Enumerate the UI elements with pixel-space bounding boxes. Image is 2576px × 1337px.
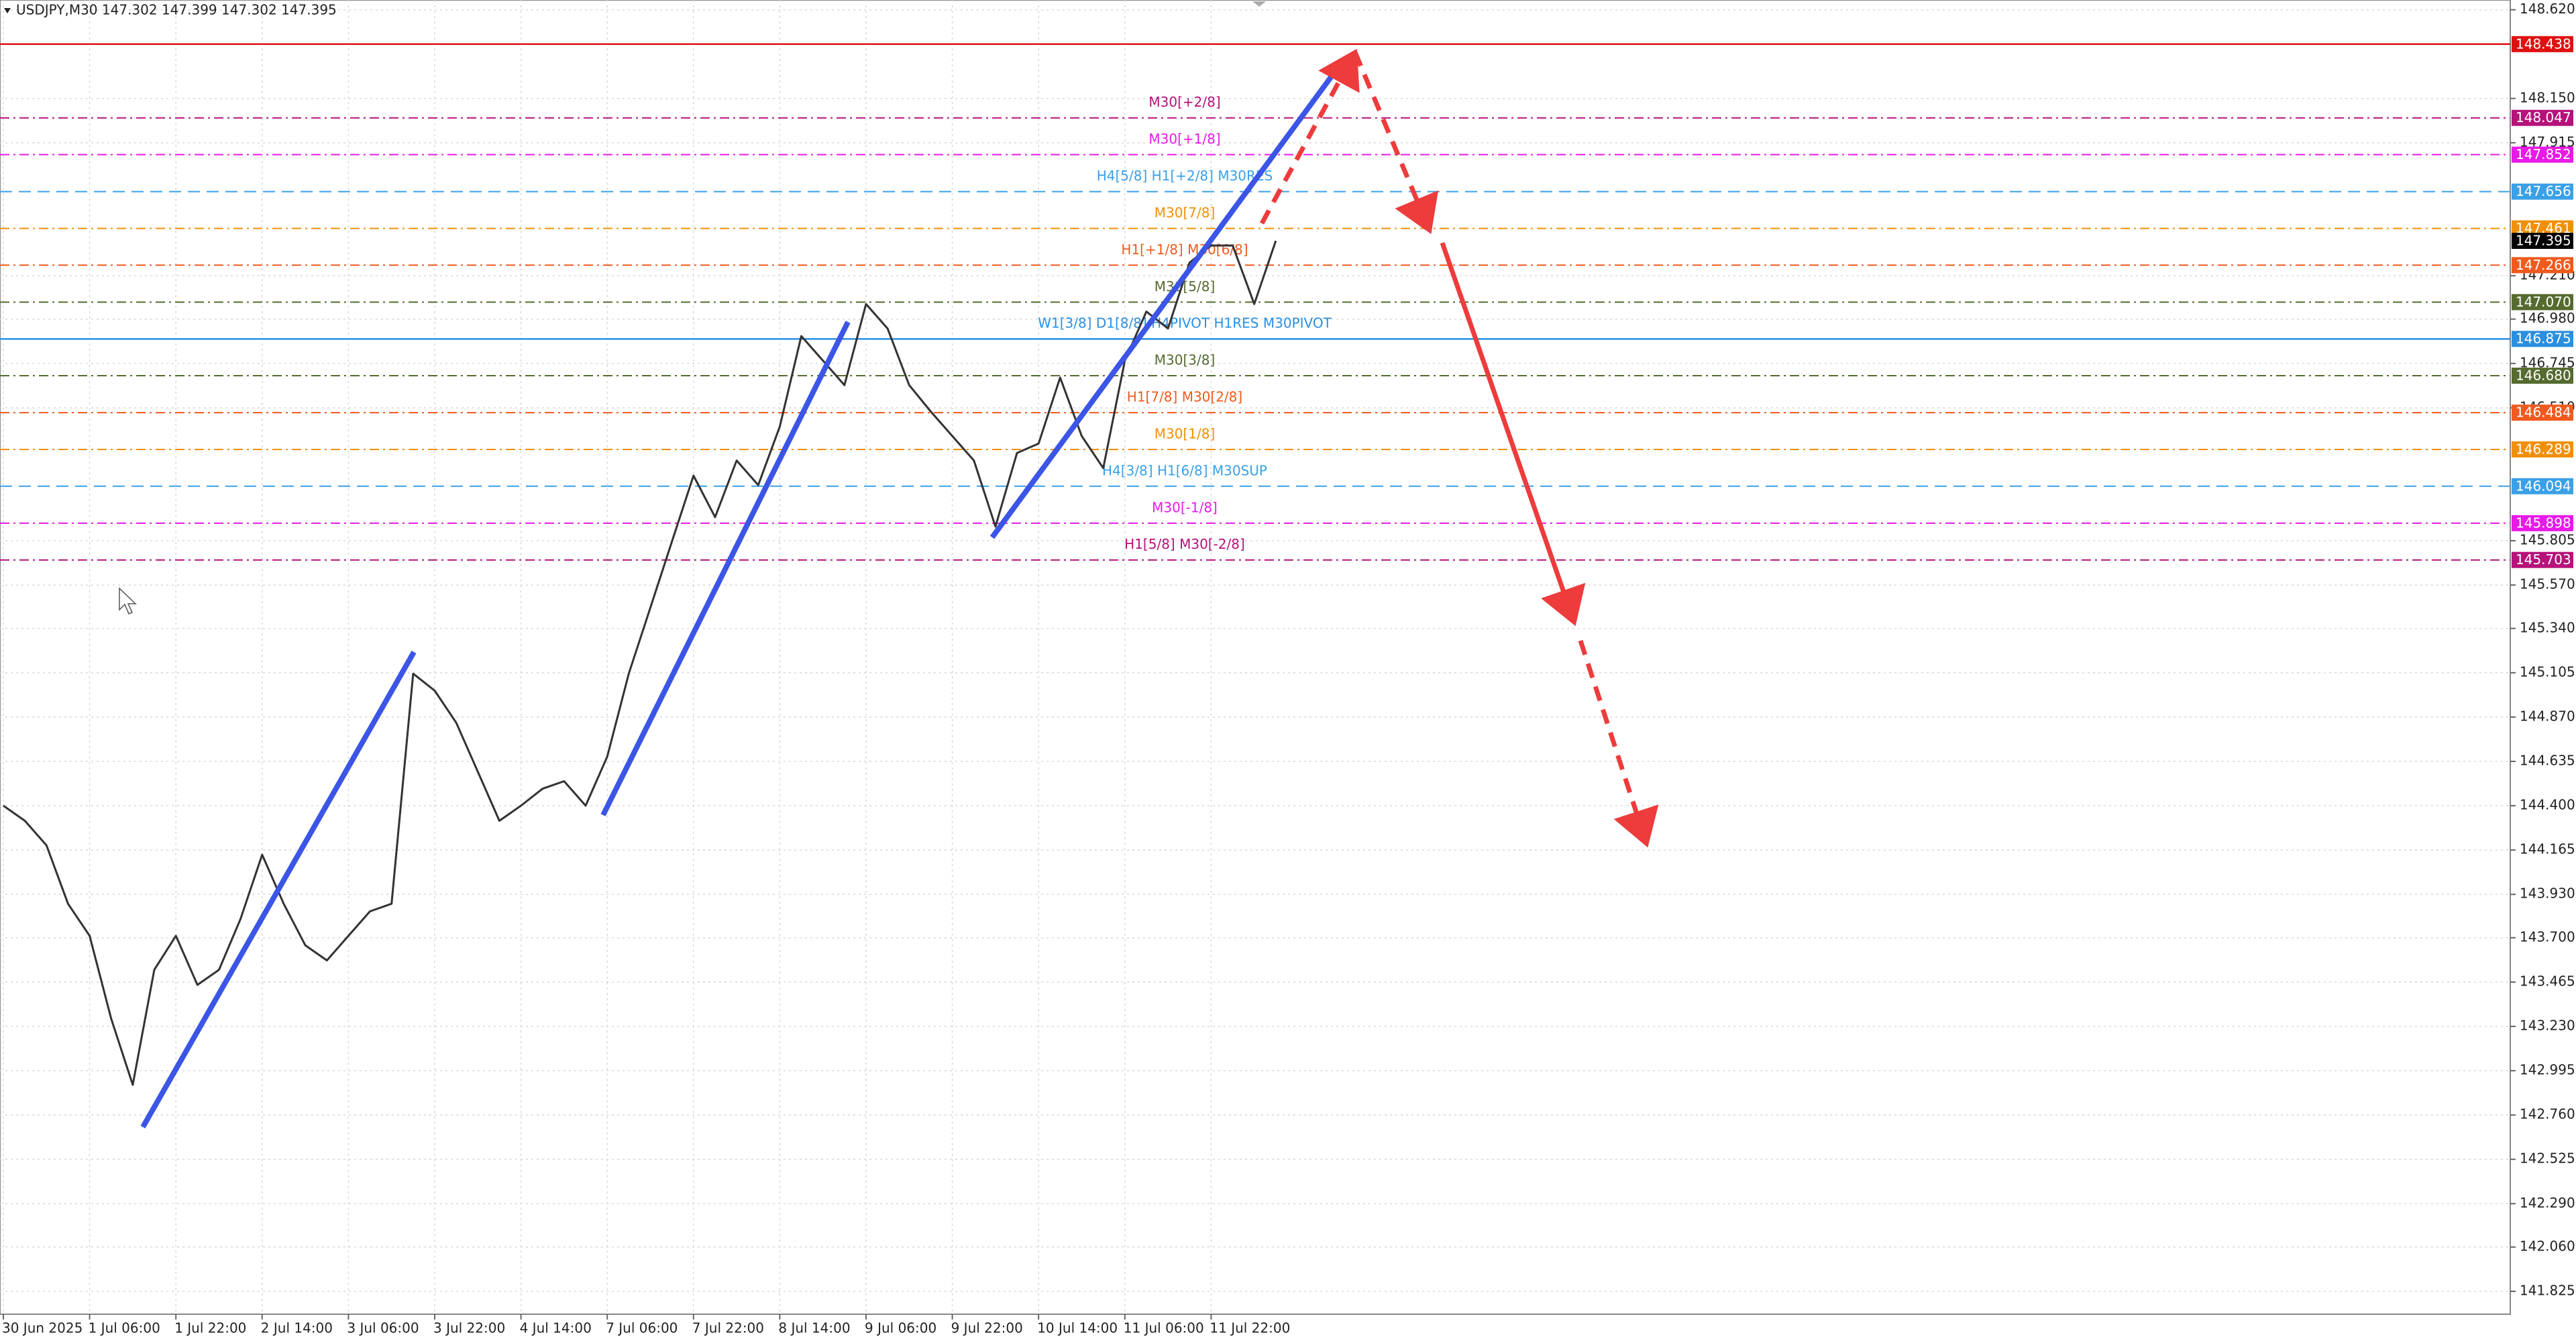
level-price-box <box>2512 405 2573 421</box>
y-tick-label: 142.525 <box>2520 1151 2575 1167</box>
level-price-label: 146.484 <box>2516 405 2571 421</box>
level-label: H4[5/8] H1[+2/8] M30RES <box>1097 168 1273 184</box>
y-tick-label: 143.465 <box>2520 973 2575 989</box>
x-tick-label: 4 Jul 14:00 <box>520 1320 592 1336</box>
level-price-box <box>2512 36 2573 52</box>
level-label: H1[+1/8] M30[6/8] <box>1121 242 1248 258</box>
level-price-box <box>2512 331 2573 347</box>
y-tick-label: 146.980 <box>2520 310 2575 326</box>
forecast-arrow <box>1259 48 1360 225</box>
current-price-label: 147.395 <box>2516 233 2571 249</box>
y-tick-label: 144.635 <box>2520 752 2575 768</box>
y-tick-label: 145.105 <box>2520 663 2575 680</box>
x-tick-label: 7 Jul 22:00 <box>692 1320 764 1336</box>
drawings <box>119 1 1659 1128</box>
level-price-label: 148.438 <box>2516 36 2571 52</box>
level-label: M30[-1/8] <box>1152 499 1218 515</box>
forecast-arrow <box>1352 51 1439 234</box>
level-price-box <box>2512 368 2573 384</box>
y-tick-label: 143.230 <box>2520 1017 2575 1033</box>
y-tick-label: 144.400 <box>2520 797 2575 813</box>
plot-area <box>0 0 2511 1315</box>
y-tick-label: 145.570 <box>2520 576 2575 592</box>
level-price-box <box>2512 515 2573 531</box>
level-price-label: 148.047 <box>2516 109 2571 125</box>
level-label: M30[5/8] <box>1155 278 1216 295</box>
level-price-box <box>2512 109 2573 126</box>
level-price-label: 147.070 <box>2516 294 2571 310</box>
x-tick-label: 30 Jun 2025 <box>2 1320 83 1336</box>
shift-marker <box>1252 1 1266 7</box>
x-tick-label: 1 Jul 06:00 <box>89 1320 160 1336</box>
level-label: M30[1/8] <box>1155 425 1216 441</box>
y-tick-label: 148.620 <box>2520 1 2575 17</box>
x-tick-label: 10 Jul 14:00 <box>1037 1320 1118 1336</box>
level-price-box <box>2512 146 2573 163</box>
level-label: H1[7/8] M30[2/8] <box>1127 389 1242 405</box>
symbol-menu[interactable] <box>4 8 11 13</box>
level-price-box <box>2512 551 2573 568</box>
x-tick-label: 3 Jul 06:00 <box>347 1320 419 1336</box>
y-tick-label: 142.760 <box>2520 1106 2575 1122</box>
trend-line <box>989 75 1334 539</box>
trend-line <box>140 651 417 1128</box>
y-tick-label: 142.290 <box>2520 1195 2575 1211</box>
x-tick-label: 11 Jul 06:00 <box>1124 1320 1204 1336</box>
price <box>3 240 1277 1086</box>
level-price-label: 146.875 <box>2516 331 2571 347</box>
level-price-box <box>2512 441 2573 458</box>
y-tick-label: 145.340 <box>2520 619 2575 635</box>
level-label: M30[+1/8] <box>1148 131 1220 147</box>
mouse-cursor <box>119 587 137 614</box>
x-tick-label: 9 Jul 22:00 <box>951 1320 1023 1336</box>
x-tick-label: 7 Jul 06:00 <box>606 1320 678 1336</box>
level-price-label: 147.266 <box>2516 257 2571 273</box>
y-tick-label: 145.805 <box>2520 532 2575 548</box>
forecast-arrow <box>1440 242 1586 627</box>
level-price-box <box>2512 294 2573 311</box>
grid <box>0 0 2510 1314</box>
level-price-label: 146.680 <box>2516 368 2571 384</box>
y-tick-label: 143.700 <box>2520 928 2575 945</box>
level-price-label: 147.852 <box>2516 146 2571 162</box>
x-tick-label: 8 Jul 14:00 <box>778 1320 850 1336</box>
x-tick-label: 1 Jul 22:00 <box>174 1320 246 1336</box>
level-price-box <box>2512 183 2573 200</box>
trend-line <box>600 321 851 816</box>
level-price-label: 146.289 <box>2516 441 2571 457</box>
level-label: M30[3/8] <box>1155 352 1216 368</box>
y-tick-label: 148.150 <box>2520 89 2575 105</box>
y-tick-label: 144.165 <box>2520 841 2575 857</box>
level-price-box <box>2512 478 2573 494</box>
x-tick-label: 11 Jul 22:00 <box>1210 1320 1290 1336</box>
level-price-label: 147.656 <box>2516 183 2571 199</box>
y-tick-label: 144.870 <box>2520 708 2575 724</box>
y-tick-label: 143.930 <box>2520 886 2575 902</box>
level-label: M30[+2/8] <box>1148 94 1220 110</box>
level-label: M30[7/8] <box>1155 205 1216 221</box>
x-tick-label: 2 Jul 14:00 <box>261 1320 333 1336</box>
level-price-label: 145.898 <box>2516 515 2571 531</box>
levels: M30[+2/8] M30[+1/8] H4[5/8] H1[+2/8] M30RE… <box>0 43 2510 561</box>
level-price-label: 146.094 <box>2516 478 2571 494</box>
price-line <box>3 240 1277 1086</box>
level-price-label: 145.703 <box>2516 551 2571 568</box>
level-label: H4[3/8] H1[6/8] M30SUP <box>1102 462 1267 478</box>
current-price-box <box>2512 233 2573 250</box>
x-tick-label: 3 Jul 22:00 <box>433 1320 505 1336</box>
y-tick-label: 142.995 <box>2520 1062 2575 1078</box>
level-price-box <box>2512 257 2573 274</box>
chart-title: USDJPY,M30 147.302 147.399 147.302 147.3… <box>16 2 337 18</box>
x-tick-label: 9 Jul 06:00 <box>865 1320 936 1336</box>
level-label: W1[3/8] D1[8/8] H4PIVOT H1RES M30PIVOT <box>1038 315 1332 331</box>
y-tick-label: 142.060 <box>2520 1238 2575 1254</box>
y-tick-label: 141.825 <box>2520 1282 2575 1298</box>
forecast-arrow <box>1578 639 1659 848</box>
level-label: H1[5/8] M30[-2/8] <box>1124 536 1245 552</box>
